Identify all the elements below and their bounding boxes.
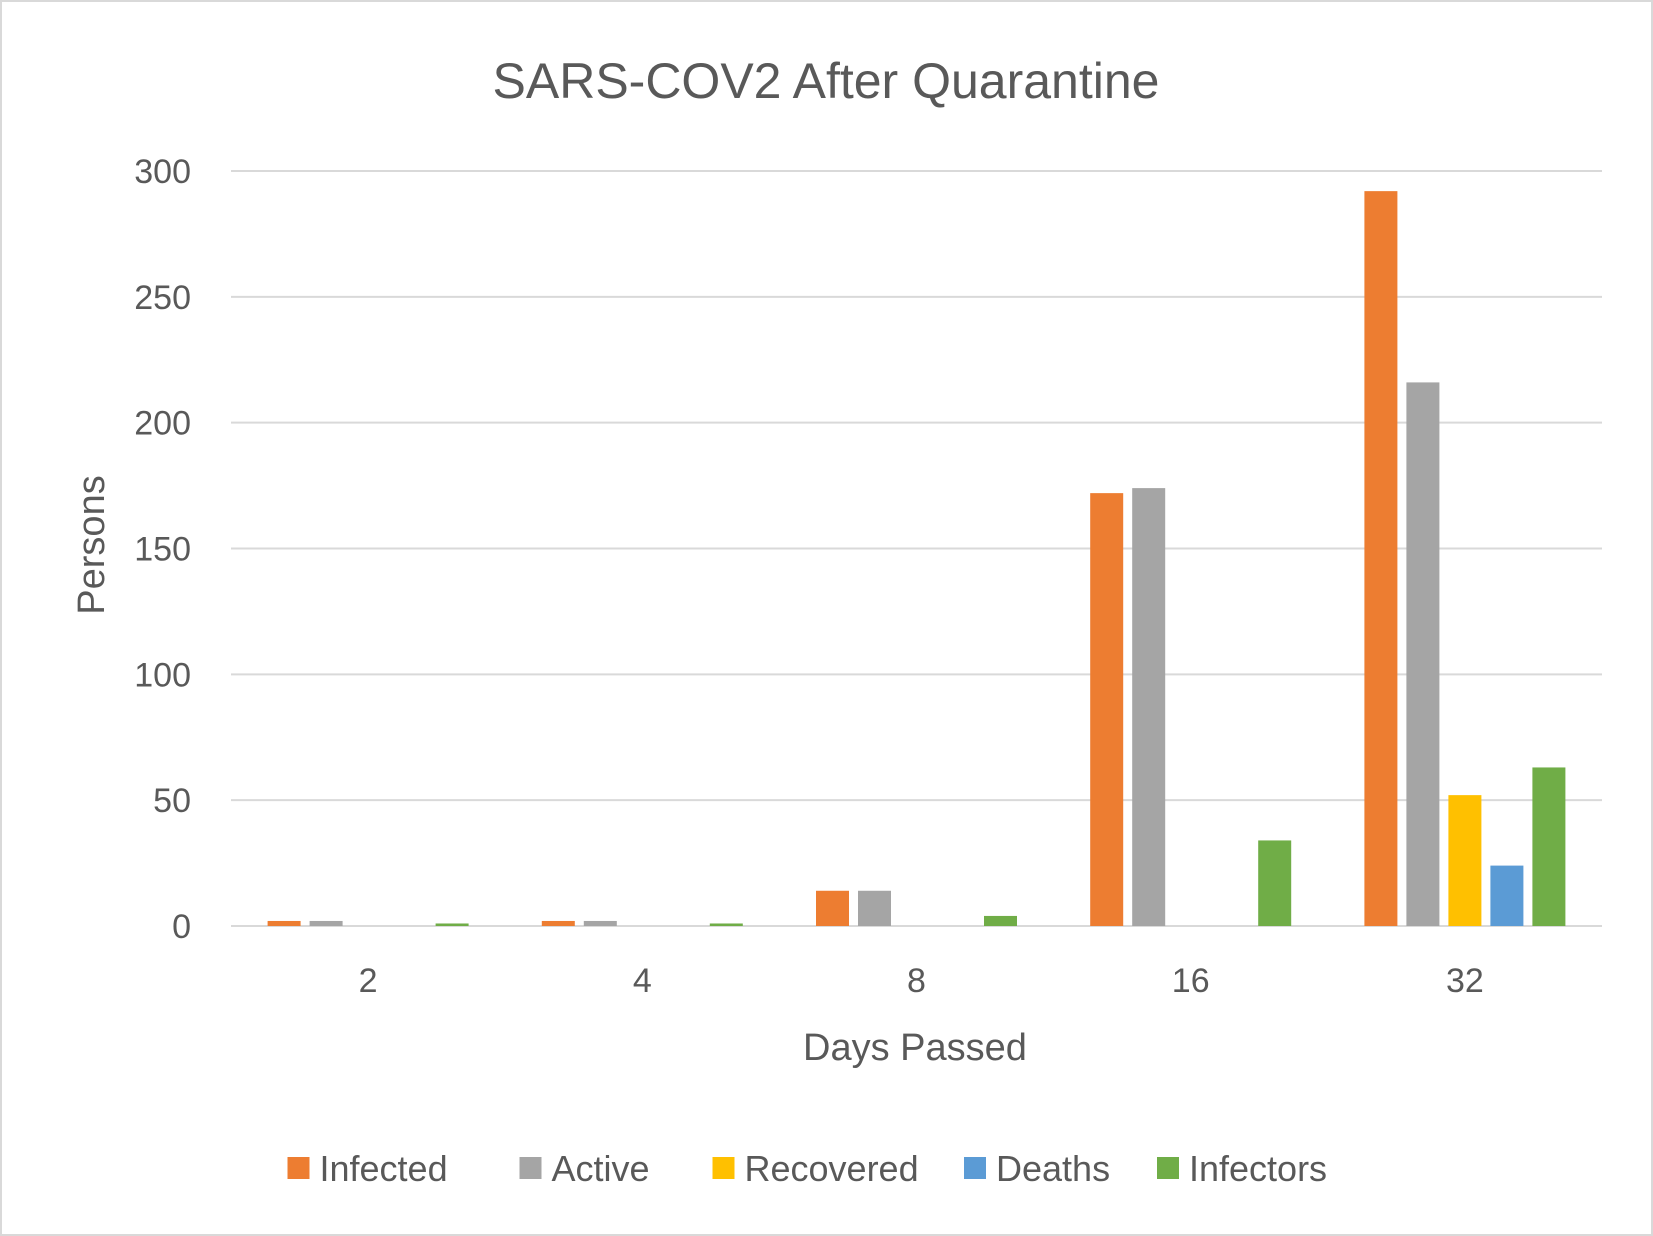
x-tick-label: 16 bbox=[1172, 962, 1210, 1000]
bar-active-2 bbox=[309, 920, 343, 926]
chart-title: SARS-COV2 After Quarantine bbox=[493, 53, 1160, 109]
y-tick-label: 200 bbox=[134, 405, 191, 443]
x-tick-label: 8 bbox=[907, 962, 926, 1000]
legend-swatch bbox=[964, 1157, 986, 1179]
y-tick-label: 300 bbox=[134, 153, 191, 191]
x-tick-label: 4 bbox=[633, 962, 652, 1000]
legend-item-infectors: Infectors bbox=[1157, 1148, 1327, 1189]
bar-infected-32 bbox=[1364, 191, 1398, 927]
y-tick-label: 150 bbox=[134, 531, 191, 569]
legend-item-recovered: Recovered bbox=[712, 1148, 919, 1189]
bar-active-8 bbox=[858, 890, 891, 926]
legend-item-deaths: Deaths bbox=[964, 1148, 1110, 1189]
legend-label: Infectors bbox=[1189, 1148, 1327, 1189]
bar-infectors-8 bbox=[984, 915, 1017, 926]
legend-swatch bbox=[712, 1157, 735, 1179]
y-tick-label: 50 bbox=[153, 782, 191, 820]
bar-infectors-32 bbox=[1532, 767, 1566, 926]
y-tick-label: 0 bbox=[172, 908, 191, 946]
bar-active-16 bbox=[1132, 488, 1166, 926]
x-axis-title: Days Passed bbox=[803, 1027, 1027, 1069]
bar-infectors-4 bbox=[709, 923, 743, 926]
y-tick-label: 100 bbox=[134, 656, 191, 694]
legend-swatch bbox=[287, 1157, 310, 1179]
bar-infectors-16 bbox=[1258, 840, 1292, 926]
bar-active-32 bbox=[1406, 382, 1440, 926]
bar-infected-2 bbox=[267, 920, 301, 926]
legend-label: Deaths bbox=[996, 1148, 1110, 1189]
legend-swatch bbox=[519, 1157, 542, 1179]
bar-deaths-32 bbox=[1490, 865, 1524, 926]
y-axis-title: Persons bbox=[71, 475, 113, 614]
legend-label: Infected bbox=[320, 1148, 448, 1189]
y-axis-ticks: 0 50 100 150 200 250 300 bbox=[134, 153, 191, 946]
x-tick-label: 2 bbox=[359, 962, 378, 1000]
x-tick-label: 32 bbox=[1446, 962, 1484, 1000]
x-axis-ticks: 2 4 8 16 32 bbox=[359, 962, 1484, 1000]
bar-infected-16 bbox=[1090, 493, 1124, 926]
legend-label: Recovered bbox=[745, 1148, 919, 1189]
bar-active-4 bbox=[583, 920, 617, 926]
bar-infected-8 bbox=[816, 890, 849, 926]
legend: Infected Active Recovered Deaths Infectors bbox=[287, 1148, 1327, 1189]
bar-infectors-2 bbox=[435, 923, 469, 926]
legend-label: Active bbox=[552, 1148, 650, 1189]
bars bbox=[267, 191, 1566, 927]
legend-swatch bbox=[1157, 1157, 1179, 1179]
gridlines bbox=[231, 170, 1602, 927]
bar-recovered-32 bbox=[1448, 795, 1482, 926]
bar-infected-4 bbox=[541, 920, 575, 926]
legend-item-active: Active bbox=[519, 1148, 650, 1189]
y-tick-label: 250 bbox=[134, 279, 191, 317]
legend-item-infected: Infected bbox=[287, 1148, 448, 1189]
